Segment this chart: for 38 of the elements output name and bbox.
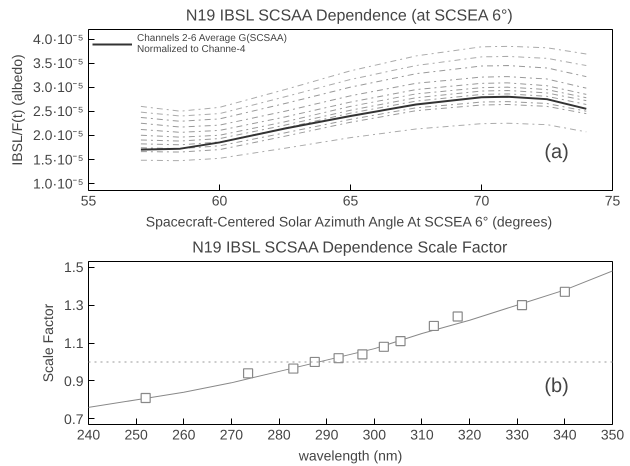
y-tick-label: 0.7 [64,410,84,427]
y-tick-label: 1.5 [64,259,84,276]
x-tick-label: 75 [604,192,620,208]
x-tick-label: 250 [124,426,148,442]
x-tick-label: 290 [315,426,339,442]
y-tick-label: 0.9 [64,372,84,389]
y-tick-label: 1.0·10⁻⁵ [33,175,84,192]
x-tick-label: 70 [474,192,490,208]
x-tick-label: 300 [362,426,386,442]
x-tick-label: 270 [220,426,244,442]
x-tick-label: 280 [267,426,291,442]
annotation: (b) [544,374,569,397]
x-tick-label: 240 [76,426,100,442]
legend-label: Channels 2-6 Average G(SCSAA) Normalized to Channe-4 [137,33,287,55]
x-axis-title: Spacecraft-Centered Solar Azimuth Angle At SCSEA 6° (degrees) [146,214,552,230]
x-tick-label: 320 [458,426,482,442]
annotation: (a) [544,141,569,164]
y-axis-title: Scale Factor [40,303,56,382]
y-tick-label: 2.0·10⁻⁵ [33,127,84,144]
x-tick-label: 330 [506,426,530,442]
y-tick-label: 2.5·10⁻⁵ [33,103,84,120]
y-axis-title: IBSL/F(t) (albedo) [9,54,25,166]
y-tick-label: 1.3 [64,297,84,314]
y-tick-label: 3.0·10⁻⁵ [33,79,84,96]
x-tick-label: 310 [410,426,434,442]
chart-title: N19 IBSL SCSAA Dependence (at SCSEA 6°) [186,8,513,24]
x-tick-label: 340 [553,426,577,442]
chart-title: N19 IBSL SCSAA Dependence Scale Factor [192,240,508,256]
y-tick-label: 1.1 [64,335,84,351]
x-tick-label: 260 [172,426,196,442]
x-tick-label: 350 [600,426,624,442]
y-tick-label: 3.5·10⁻⁵ [33,55,84,72]
x-axis-title: wavelength (nm) [298,448,402,464]
x-tick-label: 60 [212,192,228,208]
y-tick-label: 4.0·10⁻⁵ [33,31,84,48]
y-tick-label: 1.5·10⁻⁵ [33,151,84,168]
x-tick-label: 55 [80,192,96,208]
x-tick-label: 65 [342,192,358,208]
